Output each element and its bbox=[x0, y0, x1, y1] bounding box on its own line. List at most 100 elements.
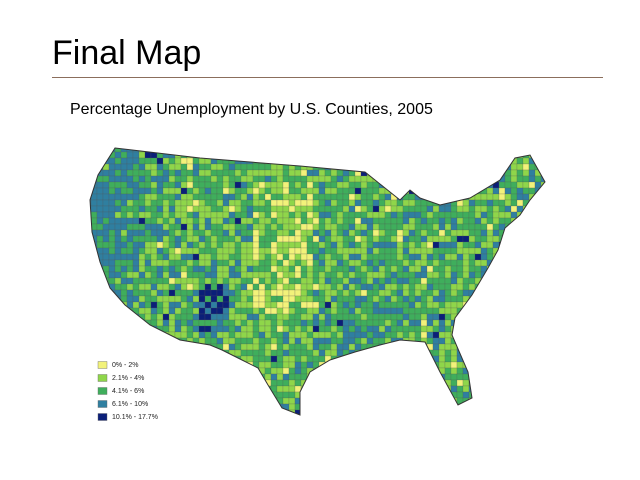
county bbox=[492, 349, 500, 357]
county bbox=[540, 148, 545, 153]
county bbox=[396, 319, 404, 327]
county bbox=[300, 337, 308, 345]
county bbox=[361, 140, 367, 146]
county bbox=[108, 319, 116, 327]
county bbox=[450, 235, 458, 243]
county bbox=[414, 199, 422, 207]
county bbox=[132, 181, 140, 189]
county bbox=[216, 241, 224, 249]
county bbox=[336, 151, 344, 159]
county bbox=[462, 385, 470, 393]
county bbox=[204, 361, 212, 369]
county bbox=[120, 349, 128, 357]
county bbox=[318, 343, 326, 351]
county bbox=[240, 343, 248, 351]
county bbox=[204, 355, 212, 363]
county bbox=[264, 343, 272, 351]
county bbox=[438, 331, 446, 339]
county bbox=[222, 301, 230, 309]
county bbox=[528, 325, 536, 333]
county bbox=[372, 199, 380, 207]
county bbox=[438, 325, 446, 333]
county bbox=[126, 163, 134, 171]
county bbox=[522, 319, 530, 327]
county bbox=[378, 151, 386, 159]
county bbox=[288, 343, 296, 351]
county bbox=[264, 361, 272, 369]
county bbox=[540, 235, 545, 243]
county bbox=[492, 271, 500, 279]
county bbox=[366, 148, 374, 153]
county bbox=[186, 217, 194, 225]
county bbox=[348, 157, 356, 165]
county bbox=[114, 253, 122, 261]
county bbox=[216, 217, 224, 225]
county bbox=[522, 337, 530, 345]
county bbox=[360, 307, 368, 315]
county bbox=[276, 337, 284, 345]
county bbox=[462, 307, 470, 315]
county bbox=[306, 379, 314, 387]
county bbox=[162, 295, 170, 303]
county bbox=[480, 331, 488, 339]
county bbox=[540, 319, 545, 327]
county bbox=[180, 259, 188, 267]
county bbox=[462, 391, 470, 399]
county bbox=[480, 151, 488, 159]
county bbox=[529, 140, 535, 146]
county bbox=[354, 205, 362, 213]
county bbox=[420, 235, 428, 243]
county bbox=[156, 271, 164, 279]
county bbox=[276, 343, 284, 351]
county bbox=[108, 253, 116, 261]
county bbox=[354, 223, 362, 231]
county bbox=[378, 205, 386, 213]
county bbox=[474, 235, 482, 243]
county bbox=[420, 151, 428, 159]
county bbox=[522, 355, 530, 363]
county bbox=[258, 181, 266, 189]
county bbox=[120, 367, 128, 375]
county bbox=[294, 349, 302, 357]
county bbox=[342, 313, 350, 321]
county bbox=[276, 229, 284, 237]
county bbox=[96, 148, 104, 153]
county bbox=[372, 319, 380, 327]
county bbox=[102, 313, 110, 321]
county bbox=[318, 229, 326, 237]
county bbox=[486, 361, 494, 369]
county bbox=[510, 367, 518, 375]
county bbox=[360, 211, 368, 219]
county bbox=[174, 331, 182, 339]
county bbox=[270, 349, 278, 357]
county bbox=[114, 157, 122, 165]
county bbox=[498, 247, 506, 255]
county bbox=[246, 271, 254, 279]
county bbox=[288, 403, 296, 411]
county bbox=[366, 163, 374, 171]
county bbox=[384, 277, 392, 285]
county bbox=[439, 416, 445, 422]
county bbox=[498, 199, 506, 207]
county bbox=[414, 187, 422, 195]
county bbox=[444, 148, 452, 153]
county bbox=[480, 313, 488, 321]
county bbox=[174, 163, 182, 171]
county bbox=[516, 271, 524, 279]
county bbox=[456, 193, 464, 201]
county bbox=[252, 349, 260, 357]
county bbox=[432, 175, 440, 183]
county bbox=[330, 169, 338, 177]
county bbox=[522, 379, 530, 387]
county bbox=[192, 181, 200, 189]
county bbox=[510, 361, 518, 369]
county bbox=[204, 379, 212, 387]
county bbox=[330, 397, 338, 405]
county bbox=[204, 289, 212, 297]
county bbox=[396, 367, 404, 375]
county bbox=[90, 151, 98, 159]
county bbox=[379, 140, 385, 146]
county bbox=[120, 223, 128, 231]
county bbox=[150, 373, 158, 381]
county bbox=[216, 223, 224, 231]
